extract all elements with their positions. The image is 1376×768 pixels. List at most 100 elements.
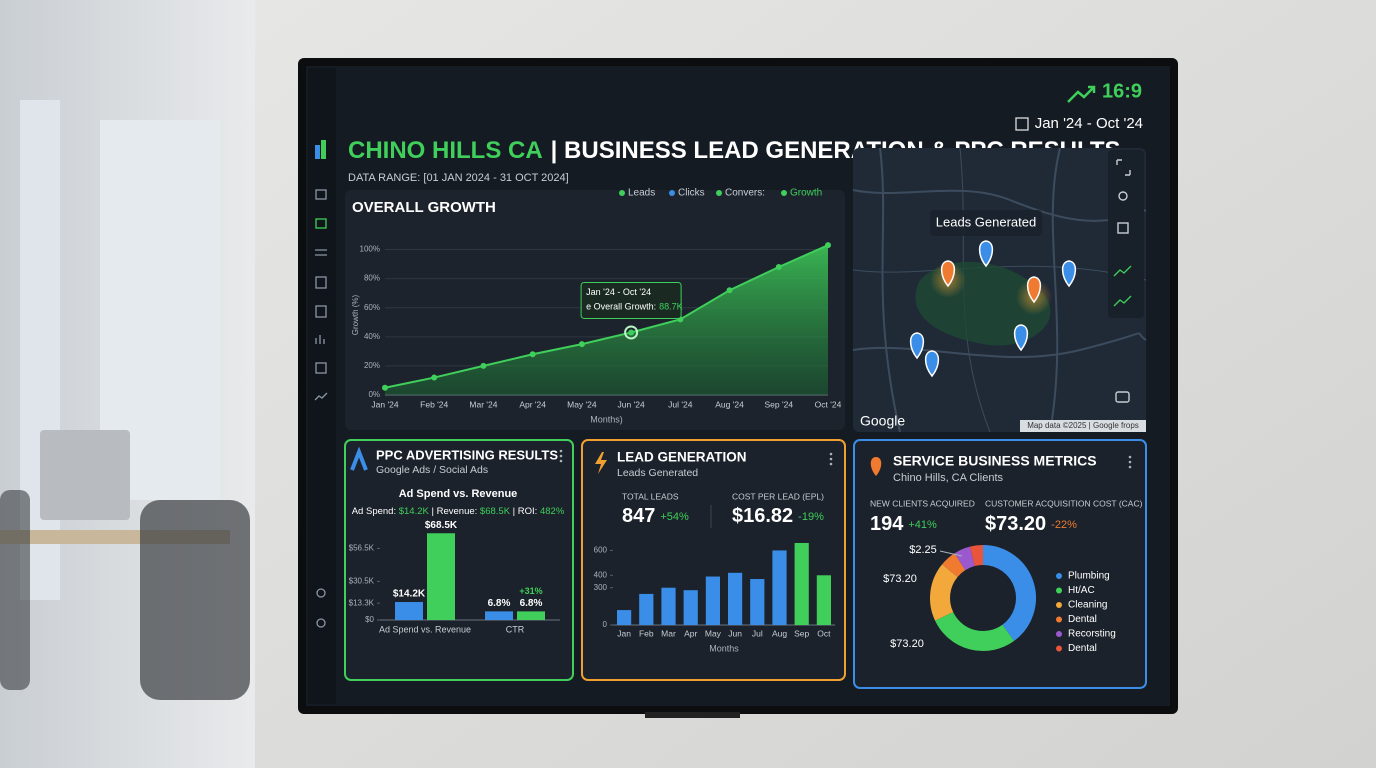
legend-swatch [1056,616,1062,623]
calendar-icon[interactable] [315,362,327,374]
kpi: 847 +54% [622,505,689,527]
y-tick-label: 80% [364,274,380,283]
tooltip-text: e Overall Growth: 88.7K [586,302,683,312]
layers-icon[interactable] [1117,222,1129,234]
lightning-icon [595,452,607,474]
value-label: $68.5K [425,520,458,531]
fullscreen-icon[interactable] [1116,159,1131,176]
donut-segment [982,545,1036,641]
y-tick-label: 20% [364,361,380,370]
bar [517,611,545,620]
point [578,341,585,348]
pin[interactable] [924,350,940,378]
calendar-icon [1015,117,1029,131]
pin[interactable] [940,260,956,288]
legend-item: Cleaning [1068,600,1107,611]
aspect-badge: 16:9 [1102,80,1142,102]
kpi-value: $16.82 [732,505,793,527]
legend-swatch [1056,631,1062,637]
trend-icon[interactable] [1113,265,1132,277]
bar [705,576,721,625]
x-tick-label: Jul [752,628,763,638]
menu-dots[interactable] [559,449,1132,469]
x-tick-label: Jun [728,628,742,638]
y-tick-label: 0% [368,390,380,399]
legend-item: Growth [790,188,822,199]
donut-segment [935,611,1015,651]
bar [427,533,455,620]
panel-title: SERVICE BUSINESS METRICS [893,453,1097,469]
x-tick-label: Aug '24 [715,399,744,409]
value-label: 6.8% [488,598,511,609]
trend-icon[interactable] [314,392,328,401]
sidebar-icons[interactable] [314,189,328,628]
pin[interactable] [1013,324,1029,352]
pin[interactable] [1026,276,1042,304]
x-tick-label: May [705,628,722,638]
donut-label: $2.25 [909,544,937,556]
x-tick-label: Feb '24 [420,399,448,409]
summary-part: $68.5K [480,506,511,517]
home-icon[interactable] [315,189,327,200]
camera-icon[interactable] [1115,391,1130,403]
grid-icon[interactable] [315,218,327,229]
map-attribution: Map data ©2025 | Google frops [1027,421,1139,430]
legend-item: Dental [1068,643,1097,654]
ads-icon [350,446,368,471]
legend-item: Convers: [725,188,765,199]
chart-icon[interactable] [315,335,325,344]
pin[interactable] [978,240,994,268]
kpi-change: +54% [660,511,689,523]
legend-item: Leads [628,188,655,199]
pin[interactable] [1061,260,1077,288]
bar [395,602,423,620]
bar [816,575,832,625]
kpi-change: -22% [1051,519,1077,531]
docs-icon[interactable] [315,305,327,318]
y-tick-label: $0 [365,615,374,624]
map-tools[interactable] [1113,159,1132,403]
donut-label: $73.20 [883,573,917,585]
location-icon[interactable] [1118,191,1128,201]
leader [939,550,963,557]
swap-icon[interactable] [315,249,327,256]
trend-icon[interactable] [1113,295,1132,307]
map-pins[interactable] [909,240,1077,378]
tv-foot [645,712,740,718]
y-tick-label: 100% [360,245,380,254]
x-tick-label: Ad Spend vs. Revenue [379,624,471,634]
point [529,351,536,358]
x-tick-label: Jul '24 [668,399,693,409]
legend-swatch [669,190,675,196]
panel-title: LEAD GENERATION [617,450,747,465]
x-tick-label: Oct '24 [815,399,842,409]
settings-icon[interactable] [316,618,326,628]
x-tick-label: Jan [617,628,631,638]
pin[interactable] [909,332,925,360]
map-brand: Google [860,413,905,429]
tooltip-value: 88.7K [659,302,683,312]
x-tick-label: Jun '24 [618,399,645,409]
chart-title: Ad Spend vs. Revenue [399,488,518,500]
sidebar [308,68,336,704]
legend-swatch [1056,645,1062,652]
summary-part: | Revenue: [429,506,480,517]
attribution-bg [1020,420,1146,432]
annotation: +31% [519,586,542,596]
bell-icon[interactable] [316,588,326,598]
line [384,244,829,389]
map-label-bg [930,210,1042,236]
title-city: CHINO HILLS CA [348,137,543,164]
summary-part: 482% [540,506,565,517]
legend-swatch [619,190,625,196]
map-roads [852,147,1147,433]
value-label: 6.8% [520,598,543,609]
bar [794,542,809,625]
bar [639,593,654,625]
tasks-icon[interactable] [315,276,327,289]
summary-part: $14.2K [399,506,430,517]
period: Jan '24 - Oct '24 [1035,115,1143,132]
y-tick-label: 60% [364,303,380,312]
point [628,329,635,336]
